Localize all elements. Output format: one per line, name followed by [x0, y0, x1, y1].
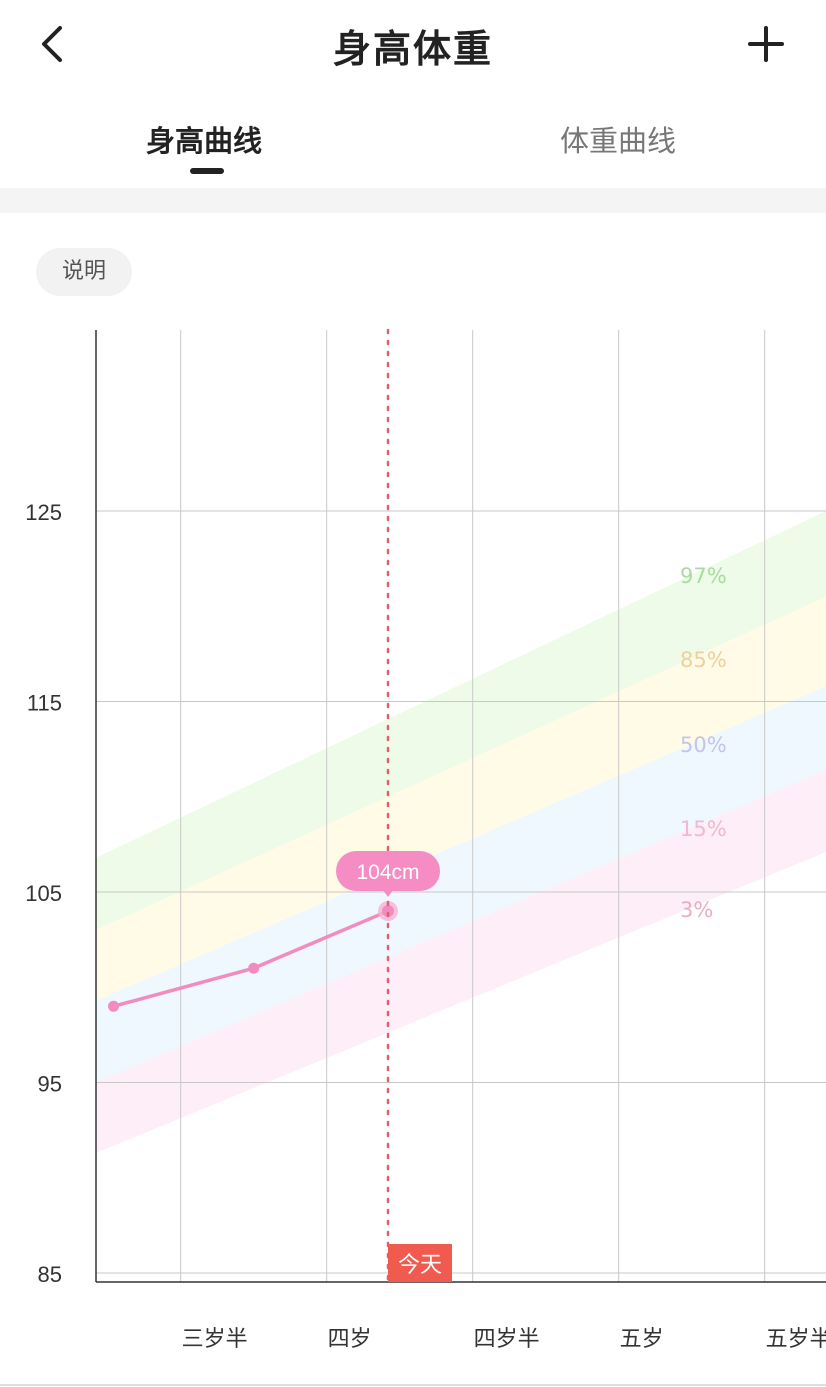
- highlight-point-core: [382, 905, 394, 918]
- value-tooltip: [336, 851, 440, 892]
- x-tick-label: 四岁半: [474, 1327, 540, 1352]
- x-tick-label: 三岁半: [182, 1327, 248, 1352]
- explain-button[interactable]: 说明: [36, 248, 132, 296]
- tab-height-curve[interactable]: 身高曲线: [146, 124, 263, 158]
- back-button[interactable]: [36, 22, 76, 66]
- today-badge: [388, 1244, 452, 1282]
- percentile-label: 85%: [680, 648, 727, 672]
- x-tick-label: 五岁: [620, 1327, 664, 1352]
- percentile-label: 15%: [680, 817, 727, 841]
- y-tick-label: 95: [38, 1072, 62, 1097]
- percentile-label: 97%: [680, 564, 727, 588]
- y-tick-label: 85: [38, 1262, 62, 1287]
- y-tick-label: 125: [25, 500, 62, 525]
- x-tick-label: 五岁半: [766, 1327, 826, 1352]
- data-point: [248, 962, 260, 974]
- value-tooltip-label: 104cm: [356, 861, 419, 884]
- percentile-band-50: [96, 686, 826, 1083]
- active-tab-indicator: [190, 168, 224, 174]
- add-button[interactable]: [746, 24, 786, 64]
- percentile-band-85: [96, 596, 826, 1001]
- section-divider: [0, 188, 826, 213]
- percentile-label: 50%: [680, 733, 727, 757]
- plus-icon: [748, 26, 784, 62]
- data-point: [108, 1000, 120, 1012]
- bottom-divider: [0, 1384, 826, 1386]
- value-tooltip-arrow: [383, 890, 393, 898]
- page-title: 身高体重: [332, 27, 493, 71]
- y-tick-label: 105: [25, 881, 62, 906]
- x-tick-label: 四岁: [328, 1327, 372, 1352]
- nav-bar: 身高体重: [0, 0, 826, 88]
- tab-weight-curve[interactable]: 体重曲线: [560, 124, 677, 158]
- today-label: 今天: [398, 1253, 442, 1278]
- percentile-band-97: [96, 511, 826, 931]
- chevron-left-icon: [42, 26, 62, 62]
- y-tick-label: 115: [27, 691, 62, 716]
- percentile-band-15: [96, 770, 826, 1153]
- tab-bar: 身高曲线 体重曲线: [0, 112, 826, 188]
- percentile-label: 3%: [680, 898, 713, 922]
